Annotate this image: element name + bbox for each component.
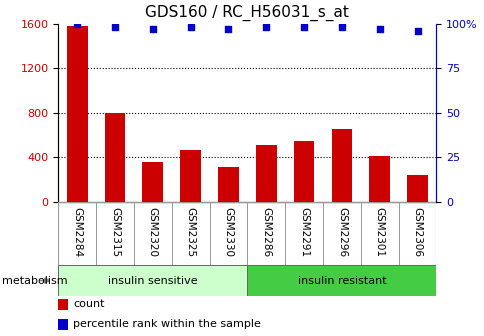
Bar	[105, 113, 125, 202]
Bar	[171, 202, 209, 265]
Point	[375, 26, 383, 32]
Point	[262, 25, 270, 30]
Point	[300, 25, 307, 30]
Text: GSM2301: GSM2301	[374, 207, 384, 257]
Bar	[209, 202, 247, 265]
Point	[337, 25, 345, 30]
Bar	[331, 129, 351, 202]
Point	[224, 26, 232, 32]
Bar	[180, 151, 200, 202]
Bar	[247, 202, 285, 265]
Bar	[256, 145, 276, 202]
Bar	[407, 175, 427, 202]
Bar	[58, 298, 67, 310]
Text: GSM2325: GSM2325	[185, 207, 195, 257]
Text: GSM2291: GSM2291	[299, 207, 308, 257]
Point	[111, 25, 119, 30]
Text: GSM2306: GSM2306	[412, 207, 422, 257]
Text: insulin sensitive: insulin sensitive	[108, 276, 197, 286]
Bar	[360, 202, 398, 265]
Point	[186, 25, 194, 30]
Bar	[293, 141, 314, 202]
Bar	[142, 162, 163, 202]
Point	[413, 28, 421, 33]
Text: GSM2320: GSM2320	[148, 207, 157, 257]
Point	[149, 26, 156, 32]
Text: GSM2286: GSM2286	[261, 207, 271, 257]
Text: count: count	[73, 299, 105, 309]
Bar	[369, 156, 389, 202]
Bar	[58, 265, 247, 296]
Bar	[322, 202, 360, 265]
Bar	[58, 319, 67, 330]
Bar	[96, 202, 134, 265]
Bar	[134, 202, 171, 265]
Title: GDS160 / RC_H56031_s_at: GDS160 / RC_H56031_s_at	[145, 5, 348, 21]
Text: insulin resistant: insulin resistant	[297, 276, 385, 286]
Text: GSM2296: GSM2296	[336, 207, 346, 257]
Bar	[285, 202, 322, 265]
Text: metabolism: metabolism	[2, 276, 68, 286]
Bar	[58, 202, 96, 265]
Text: GSM2284: GSM2284	[72, 207, 82, 257]
Text: GSM2330: GSM2330	[223, 207, 233, 257]
Point	[73, 21, 81, 26]
Bar	[398, 202, 436, 265]
Text: percentile rank within the sample: percentile rank within the sample	[73, 319, 261, 329]
Bar	[218, 167, 238, 202]
Text: GSM2315: GSM2315	[110, 207, 120, 257]
Bar	[67, 26, 87, 202]
Bar	[247, 265, 436, 296]
